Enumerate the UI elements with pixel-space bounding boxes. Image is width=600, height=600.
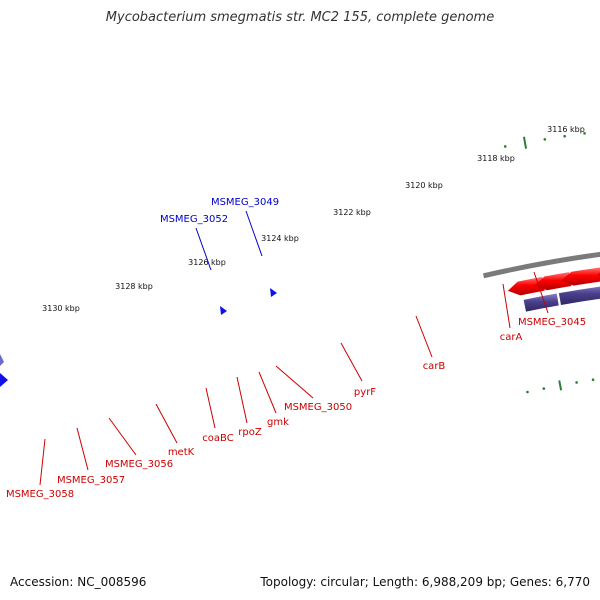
- gene-leader-line: [76, 427, 89, 471]
- backbone-arc: [482, 251, 600, 279]
- cds-feature: [523, 293, 559, 312]
- scale-minor-tick: [543, 138, 547, 141]
- gene-label: MSMEG_3057: [57, 475, 125, 486]
- gene-leader-line: [340, 342, 363, 382]
- gene-label: MSMEG_3056: [105, 459, 173, 470]
- gene-leader-line: [245, 210, 263, 257]
- page-title: Mycobacterium smegmatis str. MC2 155, co…: [105, 10, 495, 25]
- scale-label: 3130 kbp: [42, 304, 80, 313]
- gene-feature: [534, 272, 572, 291]
- inner-minor-tick: [575, 381, 578, 384]
- gene-label: MSMEG_3058: [6, 489, 74, 500]
- gene-leader-line: [258, 371, 277, 414]
- scale-label: 3118 kbp: [477, 154, 515, 163]
- scale-label: 3124 kbp: [261, 234, 299, 243]
- gene-label: rpoZ: [238, 427, 262, 438]
- gene-feature: [561, 267, 600, 286]
- edge-marker: [0, 354, 4, 366]
- gene-leader-line: [415, 315, 433, 358]
- cds-feature: [558, 286, 600, 305]
- gene-label: pyrF: [354, 387, 376, 398]
- genome-summary-label: Topology: circular; Length: 6,988,209 bp…: [260, 575, 590, 589]
- inner-minor-tick: [542, 387, 546, 390]
- gene-leader-line: [108, 417, 137, 456]
- gene-label: MSMEG_3045: [518, 317, 586, 328]
- gene-leader-line: [205, 387, 216, 429]
- scale-label: 3116 kbp: [547, 125, 585, 134]
- gene-label: MSMEG_3052: [160, 214, 228, 225]
- marker-msmeg-3049: [270, 288, 277, 297]
- scale-minor-tick: [563, 134, 566, 138]
- gene-label: carA: [500, 332, 523, 343]
- gene-leader-line: [502, 283, 511, 329]
- gene-leader-line: [155, 403, 178, 444]
- accession-label: Accession: NC_008596: [10, 575, 147, 589]
- gene-leader-line: [275, 365, 314, 399]
- gene-label: metK: [168, 447, 195, 458]
- scale-major-tick: [522, 136, 528, 149]
- scale-label: 3128 kbp: [115, 282, 153, 291]
- inner-major-tick: [558, 380, 563, 391]
- gene-leader-line: [39, 438, 46, 486]
- inner-minor-tick: [591, 378, 595, 382]
- scale-minor-tick: [503, 145, 507, 148]
- gene-label: MSMEG_3050: [284, 402, 352, 413]
- gene-label: gmk: [267, 417, 289, 428]
- gene-feature: [597, 272, 600, 277]
- scale-minor-tick: [583, 132, 586, 135]
- gene-label: MSMEG_3049: [211, 197, 279, 208]
- gene-feature: [507, 276, 545, 296]
- scale-label: 3126 kbp: [188, 258, 226, 267]
- gene-leader-line: [195, 227, 212, 271]
- gene-leader-line: [533, 271, 549, 314]
- scale-label: 3120 kbp: [405, 181, 443, 190]
- gene-label: coaBC: [202, 433, 233, 444]
- scale-label: 3122 kbp: [333, 208, 371, 217]
- gene-leader-line: [236, 376, 248, 424]
- edge-marker: [0, 373, 8, 387]
- gene-label: carB: [423, 361, 446, 372]
- marker-msmeg-3052: [220, 306, 227, 315]
- inner-minor-tick: [526, 390, 529, 394]
